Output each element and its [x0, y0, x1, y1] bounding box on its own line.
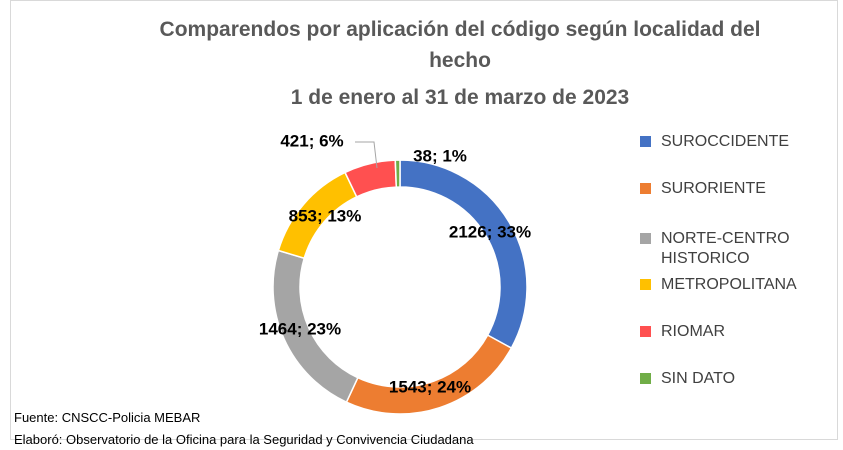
legend-item: RIOMAR [640, 322, 831, 342]
legend-label: SURORIENTE [661, 180, 766, 197]
legend-label: SIN DATO [661, 370, 736, 387]
donut-slice [345, 334, 513, 415]
data-label: 421; 6% [280, 131, 343, 150]
legend-label: SUROCCIDENTE [661, 133, 790, 150]
legend-swatch [640, 233, 651, 244]
donut-slice [399, 159, 528, 350]
legend-label: RIOMAR [661, 323, 725, 340]
data-label: 38; 1% [413, 146, 467, 165]
legend-swatch [640, 183, 651, 194]
donut-slice [394, 159, 401, 188]
leader-line [355, 141, 378, 169]
chart-subtitle: 1 de enero al 31 de marzo de 2023 [290, 86, 630, 109]
data-label: 1543; 24% [389, 377, 471, 396]
legend-item: SIN DATO [640, 369, 831, 389]
data-label: 853; 13% [289, 206, 362, 225]
data-label: 1464; 23% [259, 319, 341, 338]
chart-frame [10, 0, 838, 440]
legend-label: METROPOLITANA [661, 276, 797, 293]
data-label: 2126; 33% [449, 222, 531, 241]
author-note: Elaboró: Observatorio de la Oficina para… [14, 432, 474, 447]
chart-title: Comparendos por aplicación del código se… [159, 18, 761, 72]
legend-item: SURORIENTE [640, 179, 831, 199]
legend-item: METROPOLITANA [640, 275, 831, 295]
legend-swatch [640, 326, 651, 337]
legend-swatch [640, 279, 651, 290]
legend-label: NORTE-CENTRO HISTORICO [661, 230, 790, 267]
legend-swatch [640, 136, 651, 147]
legend-item: NORTE-CENTRO HISTORICO [640, 229, 831, 269]
legend-swatch [640, 373, 651, 384]
source-note: Fuente: CNSCC-Policia MEBAR [14, 410, 201, 425]
legend-item: SUROCCIDENTE [640, 132, 831, 152]
